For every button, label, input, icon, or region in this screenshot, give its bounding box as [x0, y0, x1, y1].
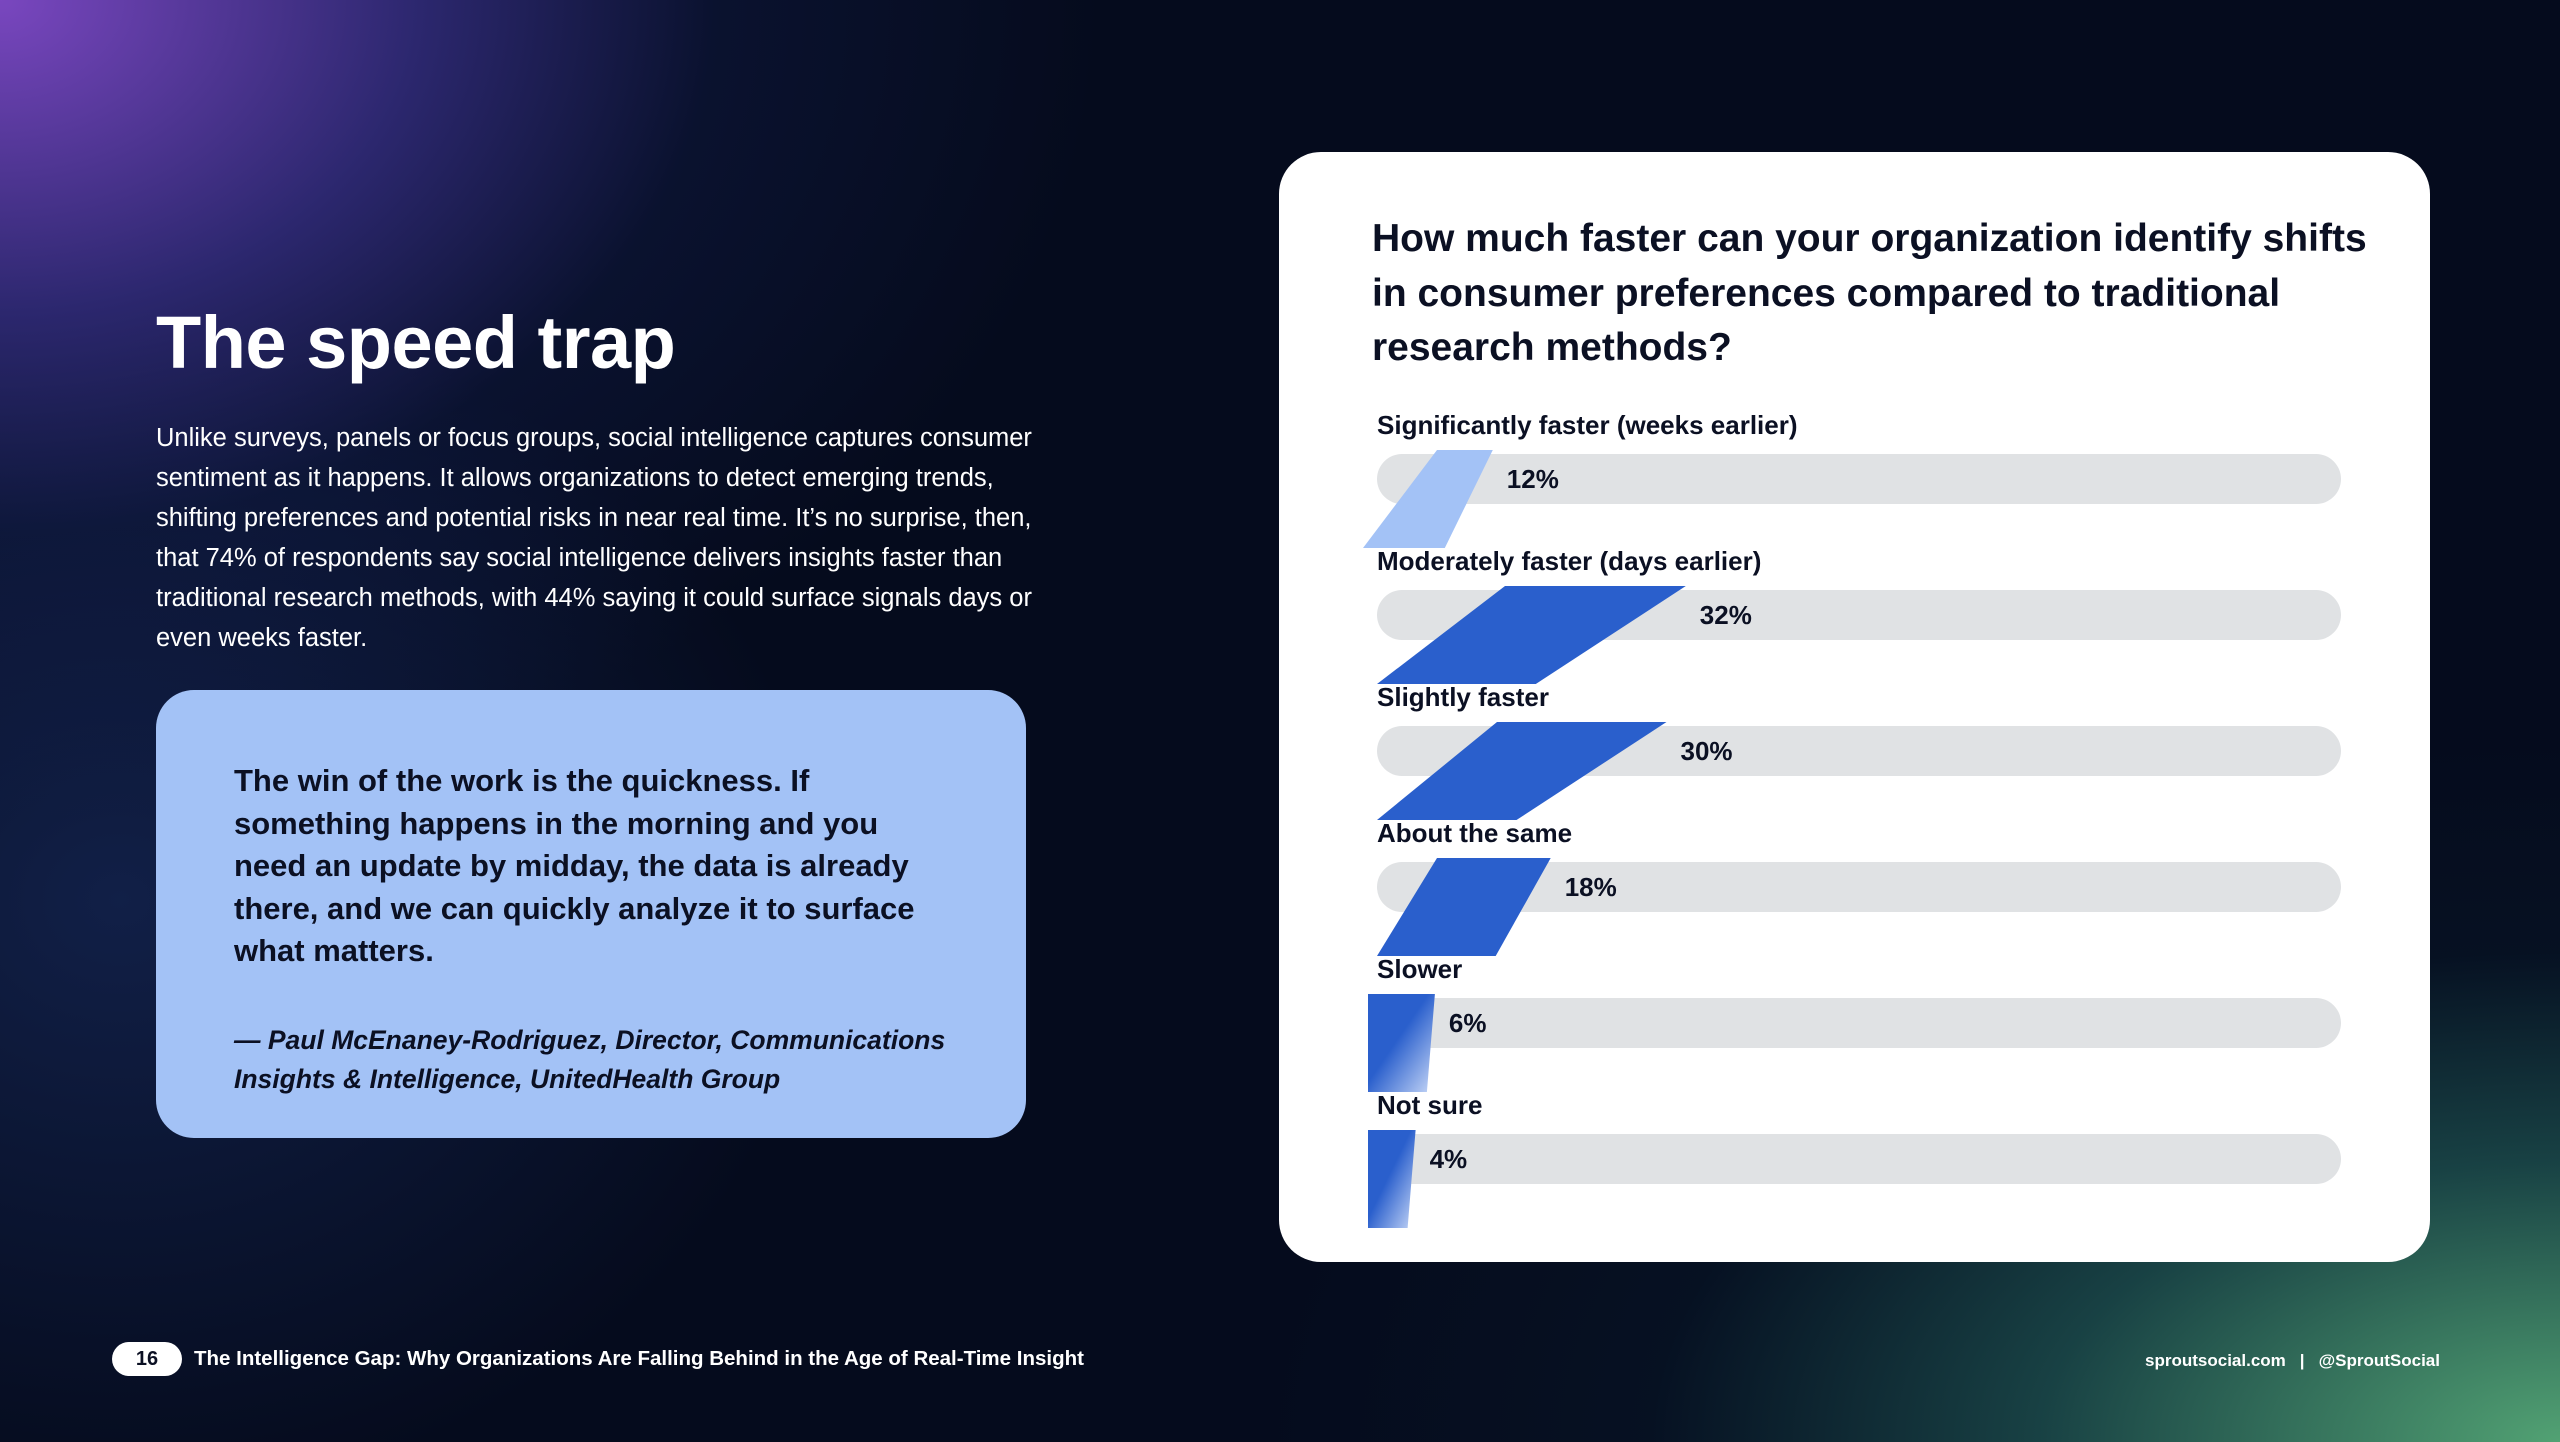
category-label: About the same: [1377, 818, 1572, 848]
chart-card: How much faster can your organization id…: [1279, 152, 2430, 1262]
category-label: Slightly faster: [1377, 682, 1549, 712]
intro-paragraph: Unlike surveys, panels or focus groups, …: [156, 424, 1032, 652]
value-label: 4%: [1430, 1144, 1468, 1174]
report-title: The Intelligence Gap: Why Organizations …: [194, 1347, 1084, 1370]
bar-value: [1363, 450, 1493, 548]
value-label: 32%: [1700, 600, 1752, 630]
social-handle[interactable]: @SproutSocial: [2318, 1351, 2440, 1370]
category-label: Significantly faster (weeks earlier): [1377, 410, 1798, 440]
website-link[interactable]: sproutsocial.com: [2145, 1351, 2286, 1370]
quote-callout: The win of the work is the quickness. If…: [156, 690, 1026, 1138]
quote-attribution: — Paul McEnaney-Rodriguez, Director, Com…: [234, 1024, 946, 1094]
bar-track: [1377, 862, 2341, 912]
value-label: 18%: [1565, 872, 1617, 902]
value-label: 12%: [1507, 464, 1559, 494]
page-number: 16: [112, 1342, 182, 1376]
category-label: Slower: [1377, 954, 1462, 984]
page-headline: The speed trap: [156, 301, 676, 384]
chart-title: How much faster can your organization id…: [1372, 217, 2367, 369]
footer-links: sproutsocial.com | @SproutSocial: [2145, 1348, 2440, 1374]
bar-value: [1368, 1130, 1416, 1228]
bar-value: [1377, 586, 1686, 684]
value-label: 30%: [1681, 736, 1733, 766]
bar-track: [1377, 1134, 2341, 1184]
category-label: Moderately faster (days earlier): [1377, 546, 1761, 576]
category-label: Not sure: [1377, 1090, 1482, 1120]
bar-value: [1377, 722, 1667, 820]
bar-value: [1377, 858, 1551, 956]
bar-value: [1368, 994, 1435, 1092]
bar-track: [1377, 998, 2341, 1048]
quote-text: The win of the work is the quickness. If…: [234, 763, 915, 968]
bar-chart: Significantly faster (weeks earlier) 12% M…: [1363, 410, 2341, 1228]
value-label: 6%: [1449, 1008, 1487, 1038]
bar-track: [1377, 454, 2341, 504]
footer-separator: |: [2299, 1351, 2305, 1370]
